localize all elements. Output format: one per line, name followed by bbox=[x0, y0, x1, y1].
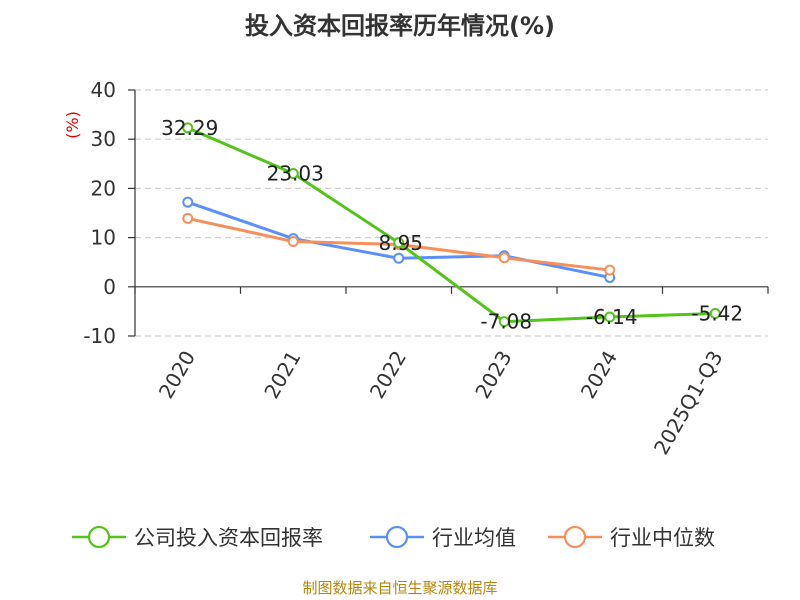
y-tick-label: 0 bbox=[103, 275, 116, 299]
data-point bbox=[604, 264, 616, 276]
data-point bbox=[287, 236, 299, 248]
x-tick-label: 2025Q1-Q3 bbox=[649, 347, 728, 459]
data-point bbox=[393, 252, 405, 264]
chart-title: 投入资本回报率历年情况(%) bbox=[245, 12, 555, 40]
data-label: -6.14 bbox=[586, 305, 638, 329]
data-labels: 32.29 23.03 8.95 -7.08 -6.14 -5.42 bbox=[161, 116, 743, 334]
grid-lines bbox=[135, 89, 768, 337]
x-tick-label: 2020 bbox=[154, 347, 200, 403]
series-line bbox=[187, 126, 716, 324]
legend-label: 行业均值 bbox=[432, 526, 516, 550]
legend-label: 公司投入资本回报率 bbox=[134, 526, 323, 550]
y-tick-label: 40 bbox=[91, 78, 116, 102]
y-tick-label: 30 bbox=[91, 127, 116, 151]
data-point bbox=[182, 196, 194, 208]
data-point bbox=[498, 252, 510, 264]
data-point bbox=[498, 316, 510, 328]
data-label: -5.42 bbox=[691, 301, 743, 325]
x-tick-label: 2022 bbox=[365, 347, 411, 403]
data-point bbox=[604, 311, 616, 323]
legend: 公司投入资本回报率 行业均值 行业中位数 bbox=[72, 525, 715, 550]
legend-swatch-marker bbox=[563, 525, 587, 549]
x-tick-label: 2024 bbox=[576, 347, 622, 403]
data-point bbox=[709, 307, 721, 319]
data-label: 23.03 bbox=[267, 161, 324, 185]
y-tick-label: -10 bbox=[83, 324, 116, 348]
legend-label: 行业中位数 bbox=[610, 526, 715, 550]
y-axis-label: (%) bbox=[63, 111, 82, 139]
legend-swatch-marker bbox=[87, 525, 111, 549]
y-tick-label: 10 bbox=[91, 226, 116, 250]
source-note: 制图数据来自恒生聚源数据库 bbox=[302, 579, 497, 597]
data-point bbox=[287, 167, 299, 179]
x-tick-label: 2023 bbox=[470, 347, 516, 403]
data-point bbox=[182, 122, 194, 134]
series-group bbox=[182, 122, 721, 328]
data-point bbox=[393, 237, 405, 249]
data-label: 8.95 bbox=[378, 231, 423, 255]
data-point bbox=[182, 212, 194, 224]
legend-swatch-marker bbox=[385, 525, 409, 549]
data-label: -7.08 bbox=[480, 310, 532, 334]
data-label: 32.29 bbox=[161, 116, 218, 140]
x-tick-label: 2021 bbox=[259, 347, 305, 403]
y-tick-label: 20 bbox=[91, 176, 116, 200]
